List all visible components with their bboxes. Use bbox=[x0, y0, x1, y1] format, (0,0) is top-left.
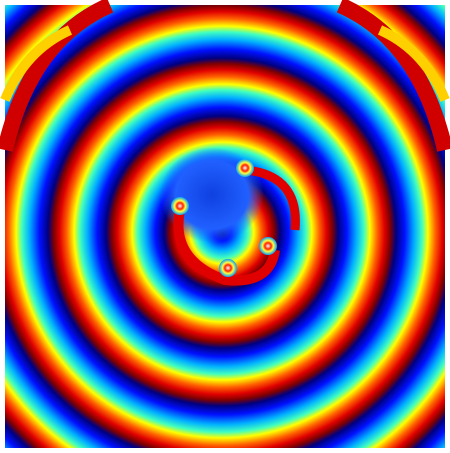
corner-wave bbox=[377, 25, 450, 102]
spiral-tip bbox=[236, 159, 254, 177]
spiral-arm bbox=[173, 209, 280, 286]
corner-wave bbox=[336, 0, 450, 152]
spiral-tip bbox=[259, 237, 277, 255]
spiral-arm bbox=[244, 165, 300, 231]
spiral-tip bbox=[219, 259, 237, 277]
corner-wave bbox=[0, 25, 73, 102]
corner-wave bbox=[0, 0, 114, 152]
spiral-tip bbox=[171, 197, 189, 215]
